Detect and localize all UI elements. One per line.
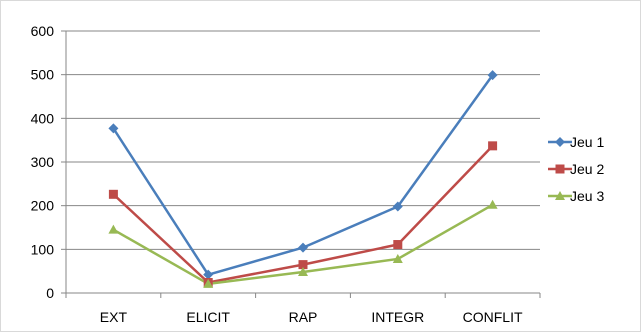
legend-marker bbox=[555, 137, 565, 147]
x-tick-label: ELICIT bbox=[186, 309, 230, 325]
data-point bbox=[487, 199, 498, 209]
y-tick-label: 400 bbox=[31, 110, 55, 126]
legend: Jeu 1 Jeu 2 Jeu 3 bbox=[548, 134, 604, 204]
data-point bbox=[203, 278, 214, 288]
data-point bbox=[487, 70, 498, 81]
data-point bbox=[108, 224, 119, 234]
y-tick-label: 0 bbox=[46, 285, 54, 301]
data-point bbox=[488, 141, 498, 151]
series-lines bbox=[108, 70, 498, 288]
x-tick-label: RAP bbox=[289, 309, 318, 325]
data-point bbox=[108, 189, 118, 199]
axes bbox=[61, 30, 541, 298]
gridlines bbox=[66, 30, 540, 250]
data-point bbox=[298, 267, 308, 277]
data-point bbox=[393, 240, 403, 250]
x-tick-label: INTEGR bbox=[371, 309, 424, 325]
y-tick-label: 300 bbox=[31, 154, 55, 170]
x-tick-label: CONFLIT bbox=[463, 309, 523, 325]
x-tick-labels: EXT ELICIT RAP INTEGR CONFLIT bbox=[100, 309, 523, 325]
y-tick-labels: 0 100 200 300 400 500 600 bbox=[31, 23, 55, 301]
legend-label: Jeu 1 bbox=[570, 134, 604, 150]
legend-marker bbox=[555, 191, 565, 200]
data-point bbox=[108, 123, 119, 134]
data-point bbox=[298, 242, 308, 253]
y-tick-label: 200 bbox=[31, 198, 55, 214]
y-tick-label: 600 bbox=[31, 23, 55, 39]
data-point bbox=[392, 253, 403, 263]
legend-label: Jeu 3 bbox=[570, 188, 604, 204]
x-tick-label: EXT bbox=[100, 309, 128, 325]
data-point bbox=[392, 201, 403, 212]
y-tick-label: 500 bbox=[31, 67, 55, 83]
legend-marker bbox=[555, 164, 565, 174]
legend-label: Jeu 2 bbox=[570, 161, 604, 177]
data-point bbox=[203, 269, 214, 280]
data-point bbox=[298, 260, 308, 270]
y-tick-label: 100 bbox=[31, 241, 55, 257]
